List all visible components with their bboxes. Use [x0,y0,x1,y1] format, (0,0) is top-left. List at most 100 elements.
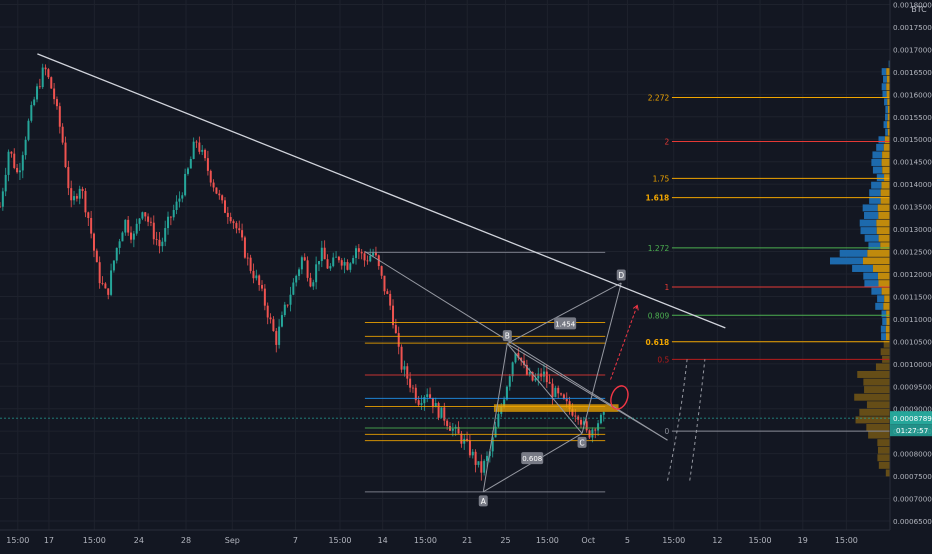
candle-down [221,195,224,201]
candle-down [414,387,417,401]
candle-up [7,151,10,175]
candle-down [460,433,463,444]
candle-down [531,371,534,381]
volume-bar-gold [880,348,890,356]
volume-bar-blue [876,143,884,151]
candle-up [178,198,181,202]
volume-bar-gold [859,408,890,416]
candle-up [426,394,429,398]
candle-up [369,255,372,262]
candle-down [169,216,172,218]
fib-extension-label: 0 [664,427,669,436]
volume-bar-gold [880,189,890,197]
ratio-label: 1.454 [555,320,576,328]
candle-up [110,270,113,295]
candle-down [565,398,568,402]
time-tick-label: 14 [378,536,388,545]
trendline [37,53,726,329]
pattern-leg-cd [581,282,622,434]
candle-down [16,167,19,173]
candle-up [73,196,76,201]
volume-bar-gold [885,333,890,341]
candle-up [494,426,497,438]
volume-bar-gold [857,371,890,378]
candle-down [61,126,64,143]
candle-up [528,371,531,375]
candle-up [312,282,315,287]
candle-up [1,191,4,207]
candle-down [229,217,232,222]
candle-up [554,387,557,397]
candle-down [263,288,266,306]
candle-down [340,260,343,266]
volume-bar-gold [863,257,890,265]
projection-arrowhead [632,304,639,311]
scenario-path-right [689,359,706,481]
volume-bar-blue [872,166,883,174]
time-tick-label: Oct [581,536,595,545]
candle-down [47,69,50,78]
candle-down [246,257,249,259]
candle-down [468,440,471,456]
fib-extension-label: 0.618 [646,338,670,347]
candle-down [545,371,548,383]
candle-up [582,421,585,425]
candle-down [557,387,560,394]
time-tick-label: 15:00 [749,536,772,545]
candle-down [366,260,369,262]
candle-up [278,326,281,345]
pattern-point-label: C [579,438,584,447]
support-zone [493,404,619,412]
fib-extension-levels: 2.272 2 1.75 1.618 1.272 1 0.809 0.618 0.5 0 [646,93,890,436]
candle-up [283,304,286,316]
candle-up [335,256,338,258]
candle-down [397,333,400,347]
volume-bar-gold [866,401,890,409]
time-tick-label: 15:00 [536,536,559,545]
volume-bar-blue [839,249,868,257]
pattern-leg-ab [482,343,508,492]
candle-down [195,141,198,143]
candle-down [585,421,588,431]
candle-up [118,241,121,248]
candle-down [50,77,53,89]
candle-down [130,232,133,240]
candle-down [466,438,469,441]
candle-down [44,67,47,70]
candle-down [149,221,152,223]
last-price-marker: 0.00087897 01:27:57 [0,411,932,437]
volume-bar-gold [882,151,890,159]
volume-bar-blue [864,234,879,242]
volume-bar-gold [886,310,890,318]
price-axis-panel[interactable] [890,0,932,550]
candle-down [323,247,326,260]
candle-up [189,158,192,169]
candle-up [175,201,178,211]
candle-down [525,364,528,375]
time-tick-label: 15:00 [83,536,106,545]
candle-up [36,86,39,100]
volume-bar-blue [869,189,881,197]
volume-bar-gold [887,128,890,136]
volume-bar-blue [859,219,877,227]
candle-down [389,293,392,306]
candle-up [124,219,127,233]
volume-bar-gold [876,219,890,227]
volume-bar-gold [883,340,890,348]
candle-down [101,283,104,284]
grid-lines [0,0,890,530]
time-tick-label: 15:00 [414,536,437,545]
candle-up [186,168,189,174]
candle-down [75,196,78,199]
